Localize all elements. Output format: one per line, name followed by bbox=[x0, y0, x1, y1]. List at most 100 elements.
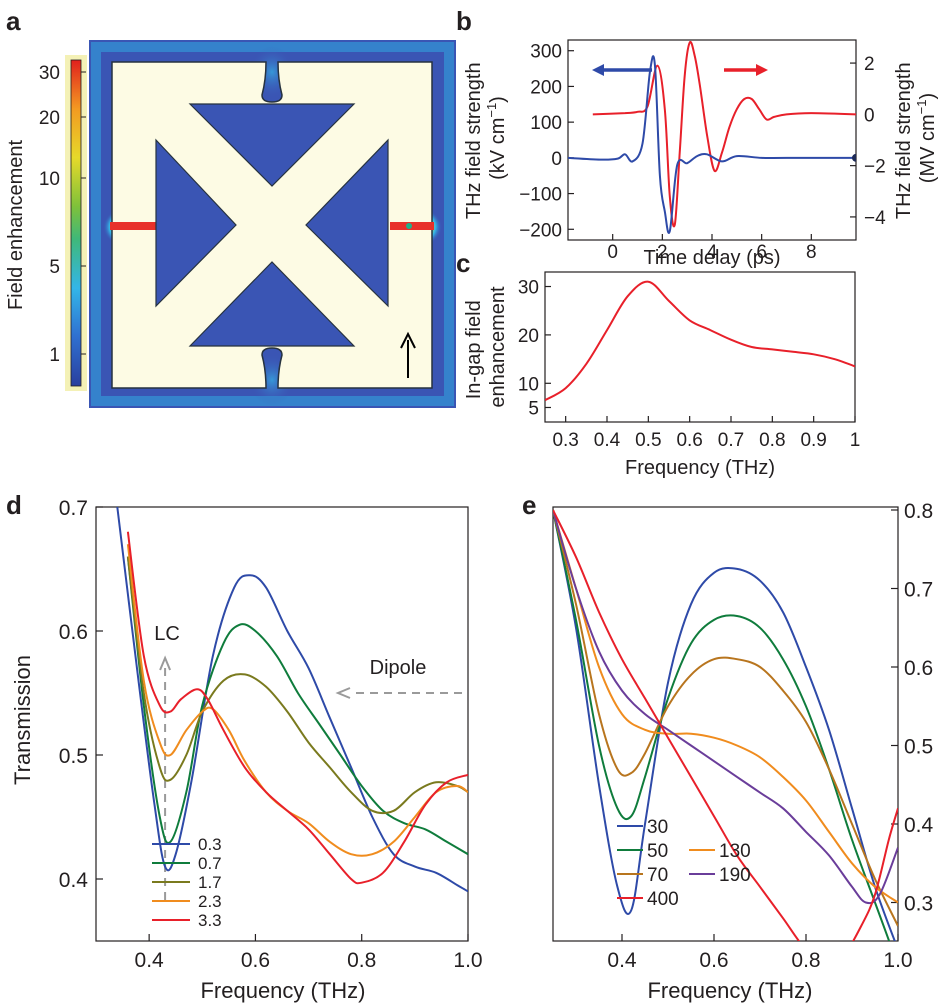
c-ytick-label: 10 bbox=[518, 374, 539, 395]
d-legend-label: 1.7 bbox=[198, 873, 222, 892]
dipole-annotation: Dipole bbox=[370, 657, 427, 679]
c-xtick-label: 0.4 bbox=[594, 430, 621, 451]
axes-frame-e bbox=[552, 506, 899, 942]
b-ytick-right-label: 0 bbox=[864, 105, 875, 126]
b-ytick-right-label: −2 bbox=[864, 157, 886, 178]
e-legend-label: 400 bbox=[647, 889, 679, 910]
b-arrow-right-head bbox=[756, 64, 768, 76]
e-legend-label: 30 bbox=[647, 817, 668, 838]
e-series-line-400 bbox=[553, 509, 898, 941]
e-xlabel: Frequency (THz) bbox=[647, 978, 812, 1003]
b-zero-marker bbox=[852, 153, 856, 162]
d-series-line-3.3 bbox=[126, 531, 468, 885]
d-legend-label: 0.3 bbox=[198, 835, 222, 854]
axes-frame-c bbox=[544, 271, 856, 423]
b-ytick-left-label: −200 bbox=[519, 220, 562, 241]
c-xtick-label: 0.5 bbox=[635, 430, 661, 451]
b-ytick-left-label: −100 bbox=[519, 185, 562, 206]
e-ytick-label: 0.5 bbox=[904, 736, 933, 759]
b-series-line-1 bbox=[568, 55, 856, 234]
polarization-arrow bbox=[400, 331, 416, 378]
cutout-left bbox=[155, 138, 237, 308]
c-xtick-label: 0.7 bbox=[718, 430, 744, 451]
panel-label-b: b bbox=[456, 6, 472, 36]
field-map bbox=[89, 40, 456, 408]
e-xtick-label: 1.0 bbox=[883, 949, 912, 972]
b-ytick-left-label: 100 bbox=[530, 113, 562, 134]
d-ylabel: Transmission bbox=[10, 655, 35, 785]
e-ytick-label: 0.3 bbox=[904, 893, 933, 916]
d-ytick-label: 0.6 bbox=[59, 621, 88, 644]
panel-b: b 0 2 4 6 8 300 200 100 0 −100 −200 2 0 −2 −4 Time del… bbox=[456, 6, 939, 269]
panel-e: e 0.4 0.6 0.8 1.0 0.8 0.7 0.6 0.5 0.4 0.3 30 50 130… bbox=[522, 490, 934, 1003]
e-xtick-label: 0.4 bbox=[607, 949, 637, 972]
b-xlabel: Time delay (ps) bbox=[643, 247, 780, 269]
e-series-line-50 bbox=[553, 509, 891, 941]
e-ytick-label: 0.8 bbox=[904, 500, 933, 523]
gap-left bbox=[110, 222, 156, 230]
e-series-line-70 bbox=[553, 509, 898, 927]
c-xlabel: Frequency (THz) bbox=[625, 457, 775, 479]
c-xtick-label: 0.9 bbox=[800, 430, 826, 451]
c-xtick-label: 0.6 bbox=[676, 430, 702, 451]
e-legend-label: 50 bbox=[647, 841, 668, 862]
axes-frame-d bbox=[95, 506, 469, 942]
d-series-line-1.7 bbox=[126, 556, 468, 815]
c-ylabel-line2: enhancement bbox=[487, 286, 509, 408]
b-ytick-left-label: 300 bbox=[530, 42, 562, 63]
panel-label-e: e bbox=[522, 490, 536, 520]
b-arrow-left-head bbox=[592, 64, 604, 76]
b-ytick-right-label: 2 bbox=[864, 54, 875, 75]
c-xtick-label: 1 bbox=[850, 430, 861, 451]
colorbar-tick-label: 10 bbox=[39, 169, 60, 190]
c-ytick-label: 30 bbox=[518, 278, 539, 299]
colorbar-tick-label: 1 bbox=[49, 345, 60, 366]
colorbar-tick-label: 20 bbox=[39, 108, 60, 129]
b-ytick-left-label: 200 bbox=[530, 77, 562, 98]
cutout-top bbox=[188, 103, 356, 187]
lc-annotation: LC bbox=[154, 623, 180, 645]
e-ytick-label: 0.7 bbox=[904, 579, 933, 602]
e-series-line-30 bbox=[553, 509, 896, 941]
b-ylabel-right-line2: (MV cm−1) bbox=[914, 93, 939, 183]
b-xtick-label: 6 bbox=[756, 242, 767, 263]
b-xtick-label: 0 bbox=[607, 242, 618, 263]
panel-a: a 30 20 10 5 1 Field enhancement bbox=[5, 6, 456, 408]
b-ylabel-right-line1: THz field strength bbox=[893, 62, 915, 219]
c-ytick-label: 20 bbox=[518, 326, 539, 347]
d-legend-label: 0.7 bbox=[198, 854, 222, 873]
d-legend-label: 2.3 bbox=[198, 892, 222, 911]
b-ytick-left-label: 0 bbox=[551, 149, 562, 170]
b-ylabel-left-line2: (kV cm−1) bbox=[484, 96, 509, 180]
colorbar-gradient bbox=[70, 59, 82, 387]
panel-label-a: a bbox=[6, 6, 21, 36]
c-xtick-label: 0.8 bbox=[759, 430, 785, 451]
colorbar-label: Field enhancement bbox=[5, 140, 27, 311]
e-series-line-190 bbox=[553, 509, 898, 905]
gap-right-dot bbox=[406, 223, 412, 229]
e-legend-label: 130 bbox=[719, 841, 751, 862]
b-xtick-label: 4 bbox=[707, 242, 718, 263]
e-legend-label: 70 bbox=[647, 865, 668, 886]
colorbar: 30 20 10 5 1 Field enhancement bbox=[5, 55, 87, 391]
e-series-line-130 bbox=[553, 509, 898, 904]
b-ylabel-right: THz field strength (MV cm−1) bbox=[893, 57, 939, 219]
e-ytick-label: 0.4 bbox=[904, 814, 934, 837]
dipole-arrow-head bbox=[335, 687, 351, 699]
d-ytick-label: 0.5 bbox=[59, 745, 88, 768]
colorbar-tick-label: 30 bbox=[39, 63, 60, 84]
b-ylabel-left: THz field strength (kV cm−1) bbox=[463, 57, 509, 219]
e-legend-label: 190 bbox=[719, 865, 751, 886]
panel-c: c 0.3 0.4 0.5 0.6 0.7 0.8 0.9 1 30 20 10 5 Frequenc… bbox=[456, 248, 860, 479]
panel-label-d: d bbox=[6, 490, 22, 520]
colorbar-tick-label: 5 bbox=[49, 257, 60, 278]
lc-arrow-head bbox=[159, 655, 172, 671]
b-series-line-0 bbox=[592, 40, 856, 228]
d-series-line-0.3 bbox=[116, 507, 468, 893]
d-xtick-label: 0.4 bbox=[135, 949, 165, 972]
d-xtick-label: 0.6 bbox=[241, 949, 270, 972]
panel-label-c: c bbox=[456, 248, 470, 278]
b-ylabel-left-line1: THz field strength bbox=[463, 62, 485, 219]
e-ytick-label: 0.6 bbox=[904, 657, 933, 680]
c-ytick-label: 5 bbox=[528, 398, 539, 419]
